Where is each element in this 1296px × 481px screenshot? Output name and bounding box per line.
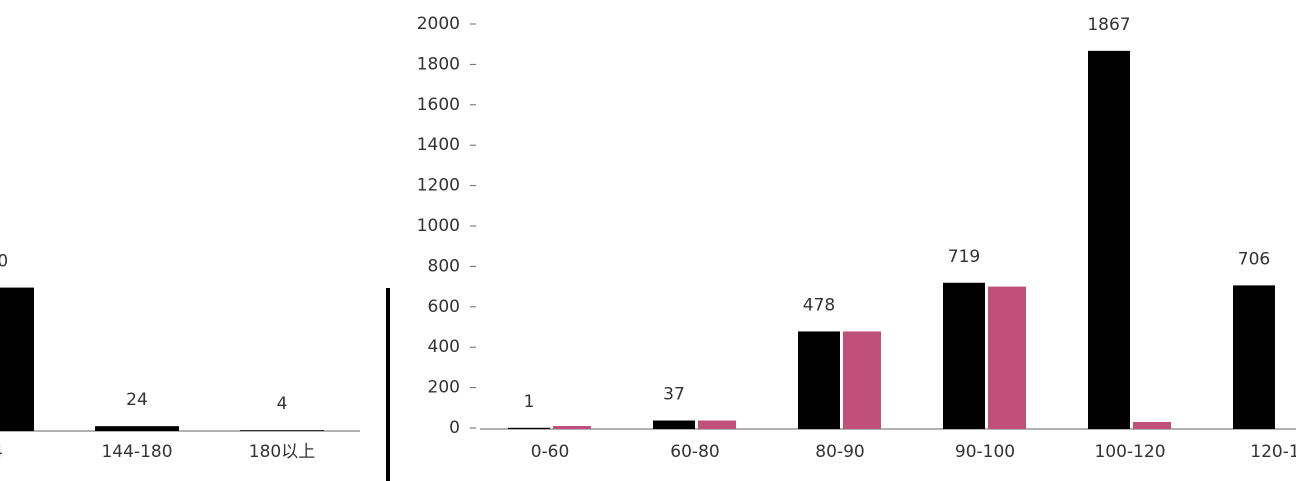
y-tick-label: 2000: [417, 14, 460, 34]
bar: [240, 430, 324, 431]
data-label: 4: [277, 394, 288, 414]
bar: [653, 420, 695, 429]
x-tick-label: 100-120: [1094, 442, 1165, 462]
data-label: 719: [948, 247, 980, 267]
y-tick-label: 400: [428, 337, 460, 357]
y-tick-label: 1000: [417, 216, 460, 236]
y-tick-label: 1200: [417, 176, 460, 196]
data-label: 478: [803, 295, 835, 315]
y-tick-label: 1800: [417, 54, 460, 74]
bar: [698, 420, 736, 429]
x-tick-label: 0-60: [531, 442, 570, 462]
x-tick-label: 80-90: [815, 442, 864, 462]
data-label: 1867: [1087, 15, 1130, 35]
y-tick-label: 200: [428, 378, 460, 398]
x-tick-label: 44: [0, 442, 3, 462]
x-tick-label: 60-80: [670, 442, 719, 462]
data-label: 24: [126, 390, 148, 410]
y-tick-label: 600: [428, 297, 460, 317]
y-tick-label: 1600: [417, 95, 460, 115]
x-tick-label: 120-1: [1250, 442, 1296, 462]
y-tick-label: 800: [428, 256, 460, 276]
bar: [1233, 285, 1275, 429]
y-tick-label: 0: [449, 418, 460, 438]
bar: [553, 425, 591, 429]
bar: [943, 282, 985, 429]
bar: [95, 426, 179, 431]
bar: [798, 331, 840, 429]
data-label: 37: [663, 385, 685, 405]
bar: [0, 287, 34, 431]
data-label: 710: [0, 252, 8, 272]
x-tick-label: 144-180: [101, 442, 172, 462]
bar: [1133, 421, 1171, 429]
x-tick-label: 90-100: [955, 442, 1015, 462]
bar: [508, 427, 550, 429]
bar: [1088, 50, 1130, 430]
x-tick-label: 180以上: [249, 442, 315, 462]
bar: [988, 286, 1026, 429]
bar: [843, 331, 881, 429]
y-tick-label: 1400: [417, 135, 460, 155]
data-label: 706: [1238, 249, 1270, 269]
data-label: 1: [524, 392, 535, 412]
